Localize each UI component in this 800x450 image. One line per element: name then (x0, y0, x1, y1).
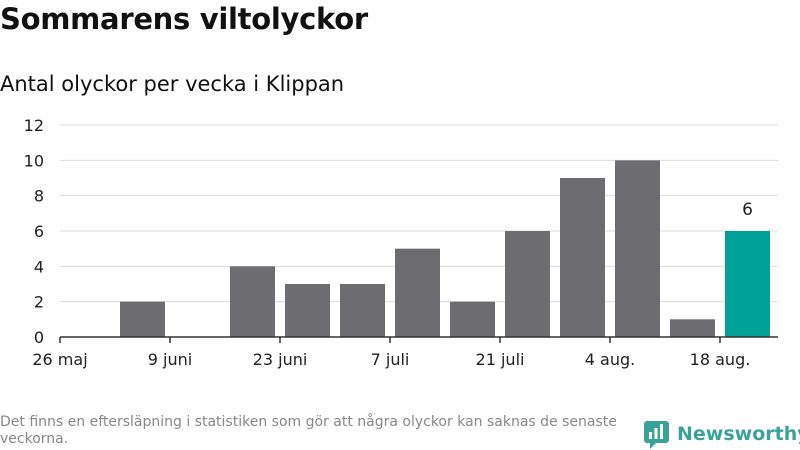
x-tick-labels: 26 maj 9 juni 23 juni 7 juli 21 juli 4 aug. 18… (32, 337, 750, 369)
bar (505, 231, 550, 337)
bar-chart: 0 2 4 6 8 10 12 26 maj 9 juni 23 juni 7 juli 21 ju… (24, 116, 778, 369)
y-tick-label: 12 (24, 116, 44, 135)
data-labels: 6 (742, 200, 753, 220)
newsworthy-logo-icon (644, 421, 669, 449)
data-label: 6 (742, 200, 753, 220)
x-tick-label: 4 aug. (585, 350, 635, 369)
brand-name: Newsworthy (677, 423, 800, 445)
x-tick-label: 9 juni (148, 350, 192, 369)
bar (615, 160, 660, 337)
bar (560, 178, 605, 337)
y-tick-label: 8 (34, 187, 44, 206)
bar (450, 301, 495, 337)
y-tick-label: 10 (24, 151, 44, 170)
brand: Newsworthy (644, 419, 800, 449)
bar (725, 231, 770, 337)
x-tick-label: 18 aug. (690, 350, 751, 369)
y-tick-label: 2 (34, 293, 44, 312)
bars (120, 160, 770, 337)
bar (670, 319, 715, 337)
chart-title: Sommarens viltolyckor (0, 2, 368, 36)
y-tick-labels: 0 2 4 6 8 10 12 (24, 116, 44, 347)
x-tick-label: 7 juli (371, 350, 410, 369)
y-tick-label: 6 (34, 222, 44, 241)
chart-subtitle: Antal olyckor per vecka i Klippan (0, 72, 345, 96)
y-tick-label: 4 (34, 257, 44, 276)
x-tick-label: 26 maj (32, 350, 87, 369)
x-tick-label: 23 juni (253, 350, 308, 369)
y-tick-label: 0 (34, 328, 44, 347)
bar (395, 248, 440, 337)
bar (120, 301, 165, 337)
bar (285, 284, 330, 337)
x-tick-label: 21 juli (476, 350, 525, 369)
bar (340, 284, 385, 337)
bar (230, 266, 275, 337)
footnote: Det finns en eftersläpning i statistiken… (0, 414, 617, 447)
